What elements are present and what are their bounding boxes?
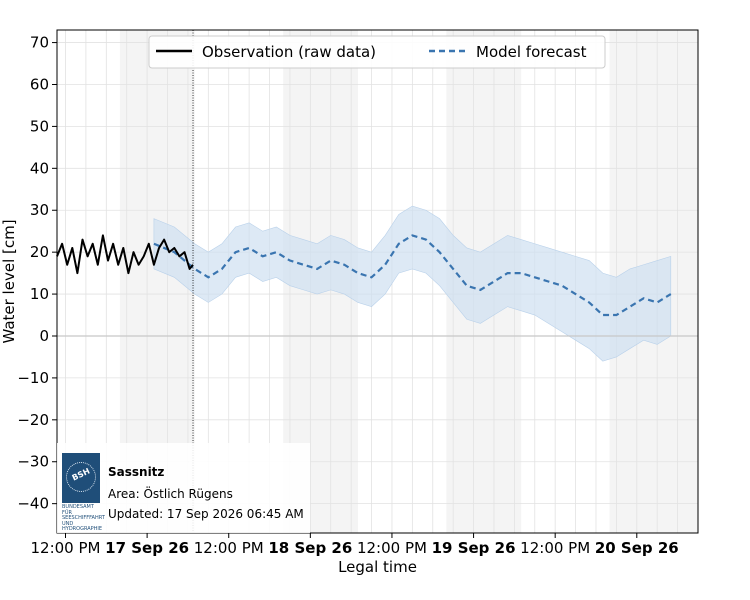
area-label: Area: Östlich Rügens: [108, 487, 233, 501]
x-tick-label: 17 Sep 26: [105, 539, 189, 557]
y-tick-label: 60: [30, 75, 49, 93]
y-tick-label: −10: [17, 369, 49, 387]
station-name: Sassnitz: [108, 465, 165, 479]
x-tick-label: 18 Sep 26: [268, 539, 352, 557]
x-tick-label: 12:00 PM: [357, 539, 427, 557]
station-info-box: BSH BUNDESAMT FÜR SEESCHIFFFAHRT UND HYD…: [57, 443, 310, 533]
y-tick-label: 10: [30, 285, 49, 303]
x-tick-label: 12:00 PM: [194, 539, 264, 557]
legend: Observation (raw data) Model forecast: [148, 35, 606, 69]
y-tick-label: −20: [17, 411, 49, 429]
bsh-logo-icon: BSH: [62, 453, 100, 503]
x-tick-label: 20 Sep 26: [595, 539, 679, 557]
y-tick-label: −30: [17, 453, 49, 471]
y-tick-label: 50: [30, 117, 49, 135]
legend-observation-label: Observation (raw data): [202, 43, 376, 61]
y-tick-label: 70: [30, 34, 49, 52]
legend-box: [148, 35, 606, 69]
series-lines: [56, 234, 672, 317]
y-tick-label: 30: [30, 201, 49, 219]
y-axis-ticks: 70 60 50 40 30 20 10 0 −10 −20 −30 −40: [17, 34, 57, 513]
observation-line: [56, 234, 194, 275]
y-tick-label: 40: [30, 159, 49, 177]
x-axis-ticks: 12:00 PM 17 Sep 26 12:00 PM 18 Sep 26 12:00 …: [31, 533, 679, 557]
x-axis-label: Legal time: [338, 558, 417, 576]
plot-frame: [56, 29, 699, 534]
y-tick-label: −40: [17, 495, 49, 513]
y-tick-label: 0: [39, 327, 49, 345]
x-tick-label: 12:00 PM: [31, 539, 101, 557]
legend-forecast-label: Model forecast: [476, 43, 587, 61]
bsh-logo: BSH BUNDESAMT FÜR SEESCHIFFFAHRT UND HYD…: [62, 453, 105, 532]
y-axis-label: Water level [cm]: [0, 219, 18, 343]
x-tick-label: 19 Sep 26: [432, 539, 516, 557]
x-tick-label: 12:00 PM: [520, 539, 590, 557]
updated-timestamp: Updated: 17 Sep 2026 06:45 AM: [108, 507, 304, 521]
y-tick-label: 20: [30, 243, 49, 261]
logo-caption: BUNDESAMT FÜR SEESCHIFFFAHRT UND HYDROGR…: [62, 504, 105, 532]
